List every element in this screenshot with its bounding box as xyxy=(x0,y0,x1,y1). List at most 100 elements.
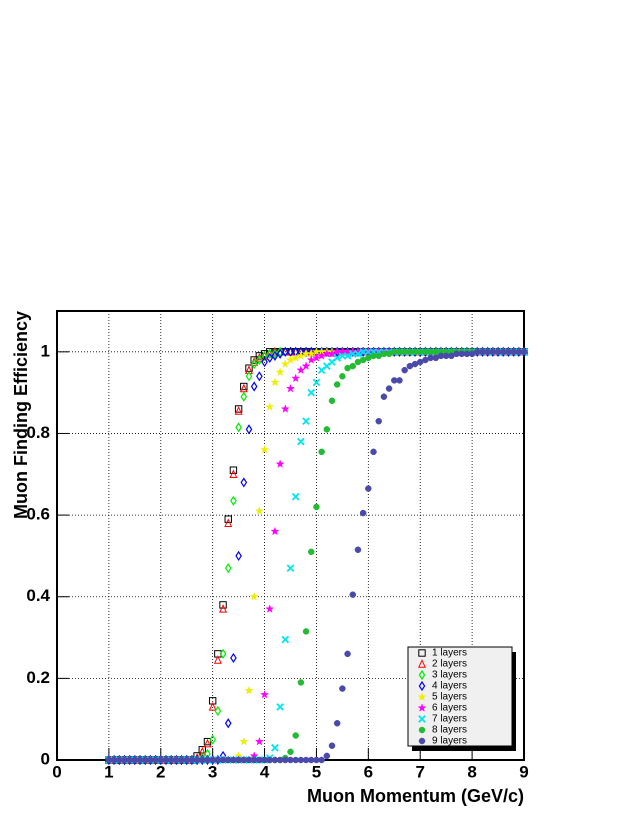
marker xyxy=(240,382,248,391)
marker xyxy=(285,383,296,393)
marker xyxy=(280,404,290,413)
marker xyxy=(291,373,301,383)
legend-label: 7 layers xyxy=(432,714,467,725)
legend-label: 4 layers xyxy=(432,681,467,692)
x-tick-label: 5 xyxy=(312,762,321,781)
marker xyxy=(285,355,296,364)
legend-label: 2 layers xyxy=(432,659,467,670)
marker xyxy=(235,422,242,433)
marker xyxy=(209,734,216,745)
marker xyxy=(318,448,325,456)
marker xyxy=(244,685,254,695)
marker xyxy=(344,650,351,658)
marker xyxy=(280,359,290,368)
marker xyxy=(343,352,352,360)
marker xyxy=(271,348,279,359)
y-tick-label: 0.4 xyxy=(26,586,50,605)
marker xyxy=(323,426,331,433)
marker xyxy=(266,352,274,364)
y-axis-title: Muon Finding Efficiency xyxy=(11,311,31,519)
marker xyxy=(265,604,275,613)
marker xyxy=(224,515,232,523)
legend-label: 3 layers xyxy=(432,670,467,681)
marker xyxy=(271,350,279,362)
marker xyxy=(230,495,237,506)
marker xyxy=(230,652,237,664)
marker xyxy=(203,738,212,748)
marker xyxy=(245,371,253,382)
marker xyxy=(418,680,426,692)
marker xyxy=(224,518,233,527)
legend-label: 5 layers xyxy=(432,692,467,703)
marker xyxy=(333,354,342,362)
marker xyxy=(418,737,426,745)
x-tick-label: 0 xyxy=(52,762,61,781)
marker xyxy=(250,381,258,392)
y-tick-label: 0.8 xyxy=(26,423,50,442)
marker xyxy=(520,348,528,356)
marker xyxy=(239,736,249,746)
marker xyxy=(219,604,228,613)
marker xyxy=(266,348,274,359)
marker xyxy=(297,437,305,446)
x-tick-label: 6 xyxy=(364,762,373,781)
x-tick-label: 9 xyxy=(519,762,528,781)
marker xyxy=(385,385,393,392)
marker xyxy=(250,358,258,370)
y-tick-label: 0.6 xyxy=(26,505,50,524)
marker xyxy=(235,550,242,562)
marker xyxy=(275,367,285,377)
marker xyxy=(302,628,310,635)
marker xyxy=(239,383,248,393)
marker xyxy=(301,361,311,370)
marker xyxy=(208,702,217,711)
marker xyxy=(349,362,357,370)
marker xyxy=(418,659,426,668)
x-axis-title: Muon Momentum (GeV/c) xyxy=(307,786,524,806)
marker xyxy=(297,679,305,686)
marker xyxy=(291,492,300,501)
marker xyxy=(291,353,301,362)
marker xyxy=(302,346,310,357)
marker xyxy=(213,655,222,664)
x-tick-label: 4 xyxy=(260,762,270,781)
marker xyxy=(234,405,243,413)
marker xyxy=(339,373,346,380)
y-tick-label: 0.2 xyxy=(26,668,50,687)
marker xyxy=(375,417,382,425)
marker xyxy=(270,526,280,536)
marker xyxy=(328,742,336,749)
x-tick-label: 8 xyxy=(467,762,476,781)
marker xyxy=(328,397,336,405)
marker xyxy=(275,459,285,468)
marker xyxy=(240,391,248,402)
marker xyxy=(229,466,238,474)
marker xyxy=(219,648,227,659)
marker xyxy=(276,703,284,711)
marker xyxy=(302,417,310,426)
marker xyxy=(308,548,315,556)
legend-box xyxy=(407,646,513,747)
marker xyxy=(265,402,275,411)
marker xyxy=(401,366,408,374)
marker xyxy=(418,669,426,681)
marker xyxy=(359,509,367,517)
marker xyxy=(417,692,427,701)
marker xyxy=(245,424,253,435)
marker xyxy=(296,351,306,360)
marker xyxy=(224,718,232,729)
marker xyxy=(312,378,321,387)
marker xyxy=(281,346,289,357)
marker xyxy=(317,351,327,360)
marker xyxy=(260,445,270,454)
marker xyxy=(271,743,279,752)
marker xyxy=(261,356,268,368)
marker xyxy=(281,635,290,644)
marker xyxy=(229,469,238,478)
marker xyxy=(261,350,268,362)
marker xyxy=(260,689,270,699)
marker xyxy=(256,371,263,382)
y-tick-label: 1 xyxy=(41,341,50,360)
marker xyxy=(214,705,222,717)
marker xyxy=(339,685,346,692)
